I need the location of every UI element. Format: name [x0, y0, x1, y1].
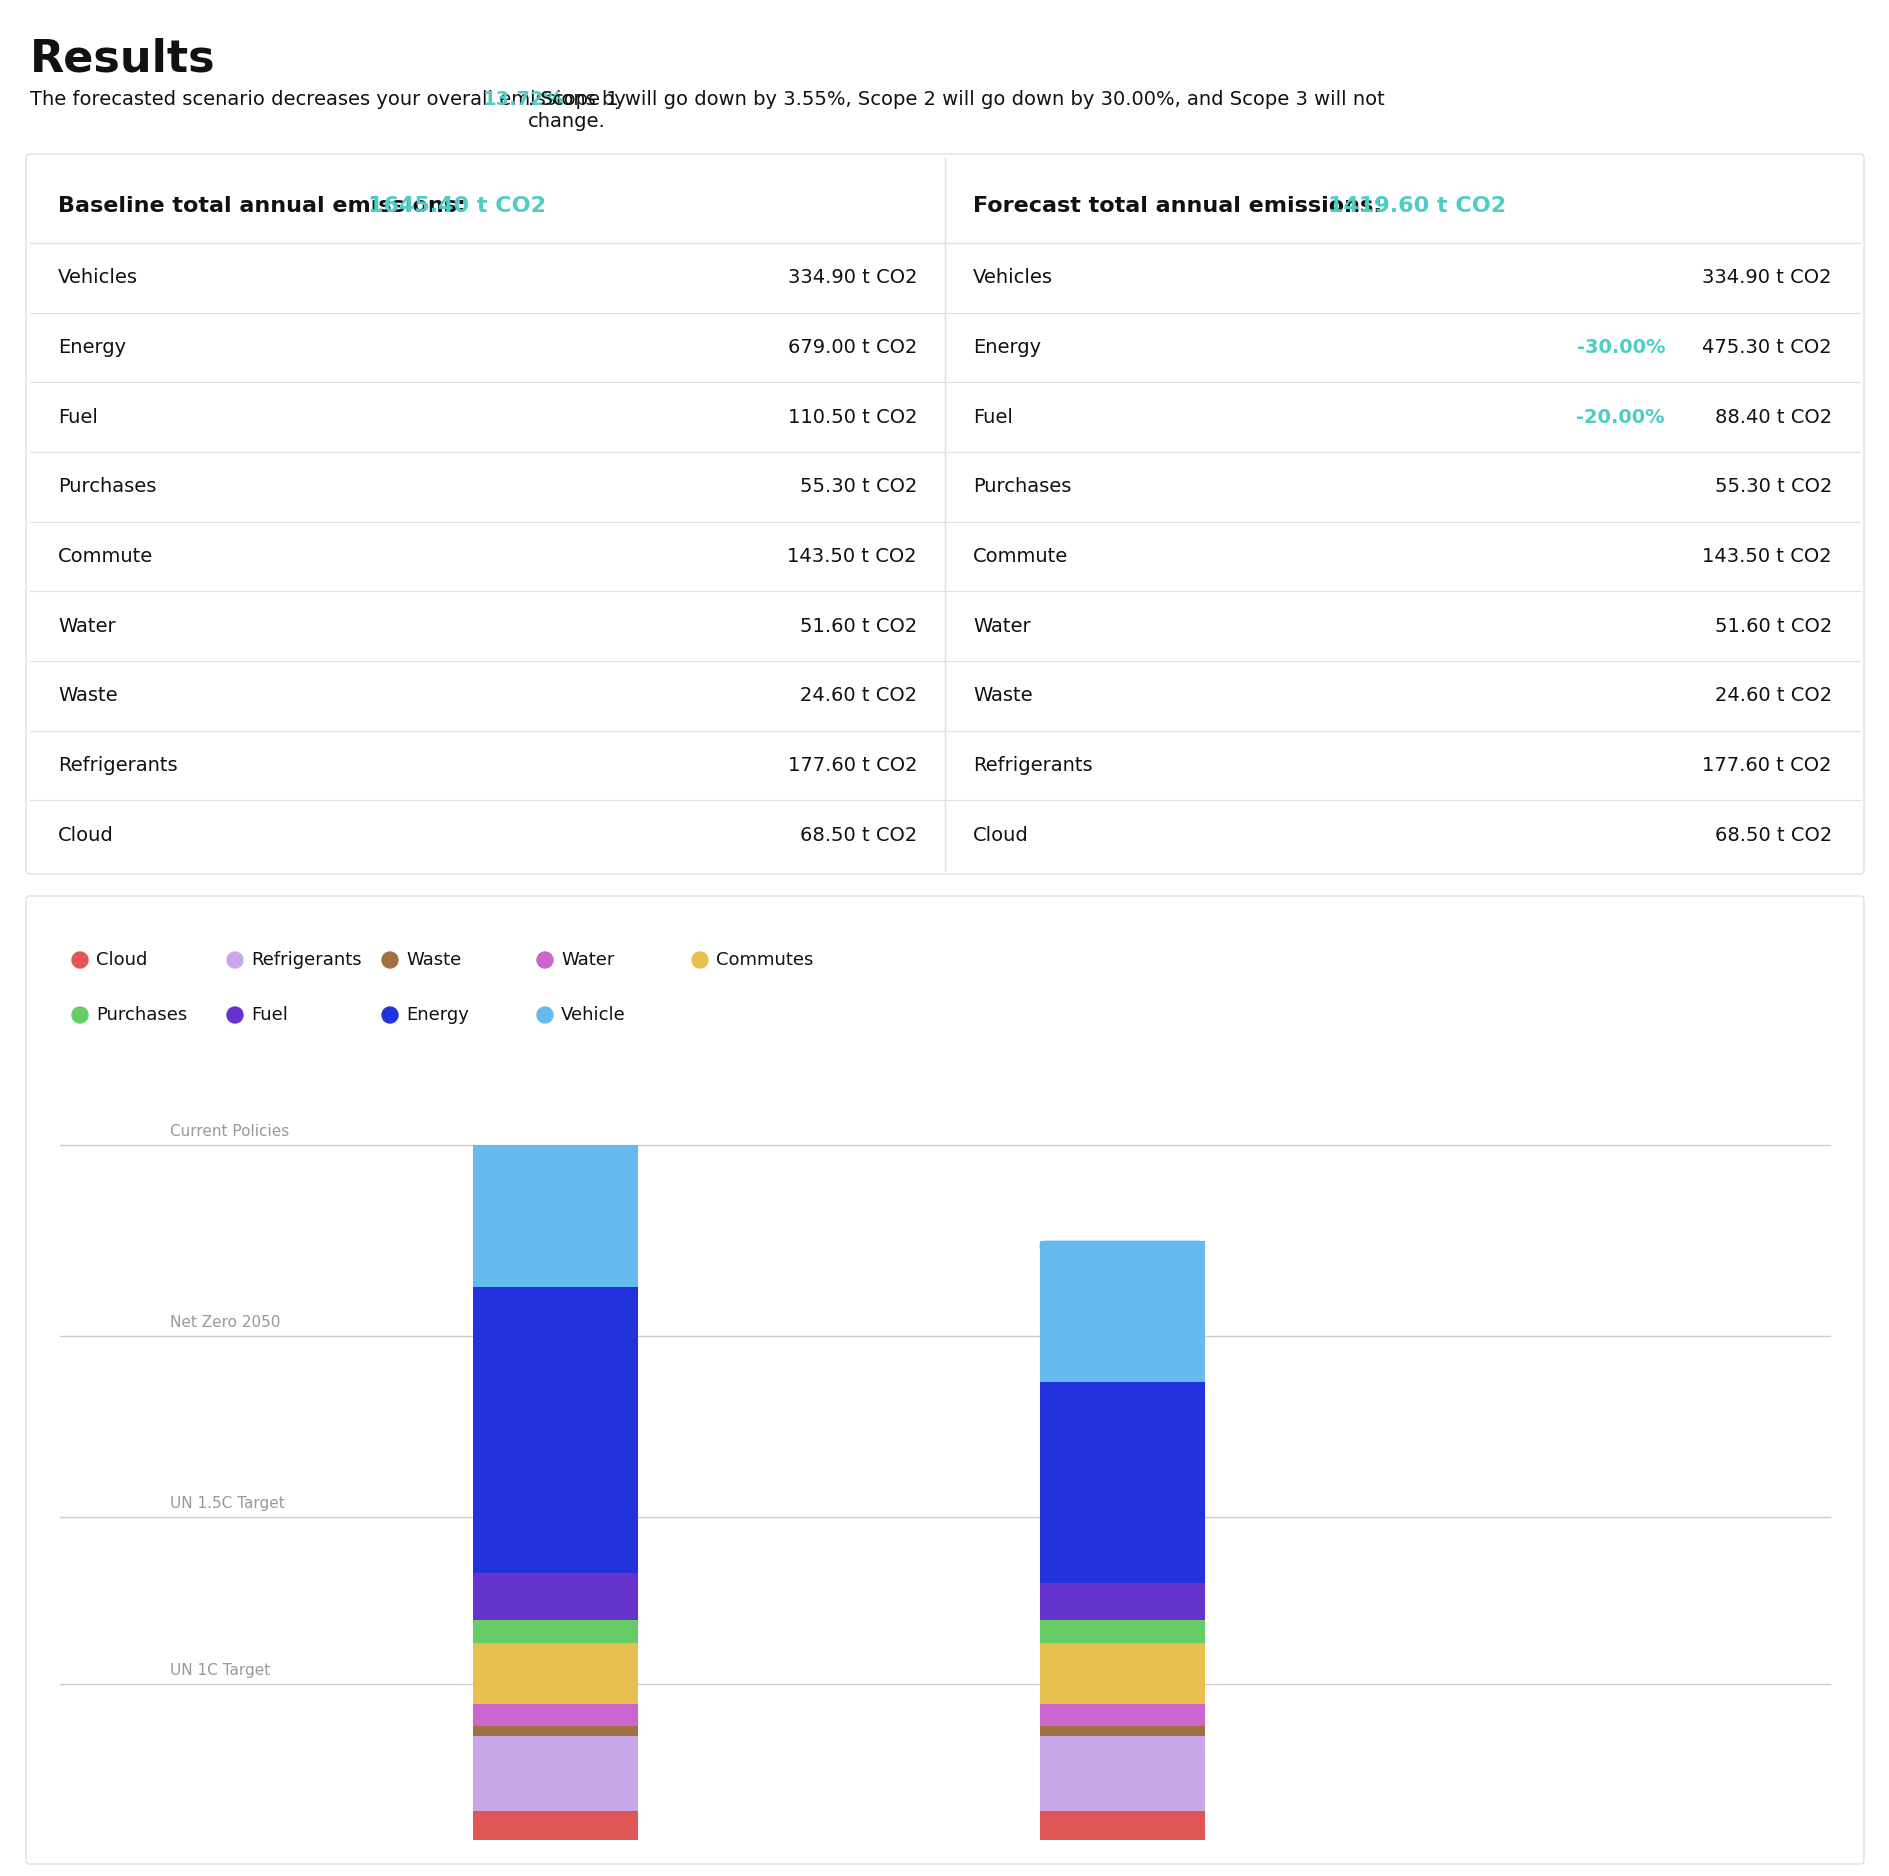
Text: Cloud: Cloud	[96, 951, 147, 970]
Bar	[1039, 1643, 1203, 1703]
Circle shape	[72, 951, 89, 968]
Circle shape	[227, 1007, 244, 1022]
Text: -30.00%: -30.00%	[1575, 338, 1664, 356]
Text: Energy: Energy	[406, 1006, 468, 1024]
Text: Water: Water	[59, 617, 115, 636]
Text: 177.60 t CO2: 177.60 t CO2	[788, 756, 916, 775]
Text: 334.90 t CO2: 334.90 t CO2	[1702, 268, 1830, 287]
Text: 51.60 t CO2: 51.60 t CO2	[799, 617, 916, 636]
Text: Vehicle: Vehicle	[561, 1006, 625, 1024]
Text: Water: Water	[561, 951, 614, 970]
Bar	[472, 1144, 638, 1287]
Text: 475.30 t CO2: 475.30 t CO2	[1702, 338, 1830, 356]
Text: 55.30 t CO2: 55.30 t CO2	[799, 477, 916, 497]
Text: Energy: Energy	[59, 338, 127, 356]
Text: Fuel: Fuel	[59, 407, 98, 426]
FancyBboxPatch shape	[26, 897, 1863, 1865]
Text: Commutes: Commutes	[716, 951, 812, 970]
Text: 177.60 t CO2: 177.60 t CO2	[1702, 756, 1830, 775]
Text: Purchases: Purchases	[96, 1006, 187, 1024]
Text: 51.60 t CO2: 51.60 t CO2	[1713, 617, 1830, 636]
FancyBboxPatch shape	[1039, 1240, 1203, 1253]
Circle shape	[536, 951, 553, 968]
Text: Water: Water	[973, 617, 1030, 636]
Text: 68.50 t CO2: 68.50 t CO2	[799, 825, 916, 844]
Text: Cloud: Cloud	[59, 825, 113, 844]
Text: Commute: Commute	[973, 548, 1067, 567]
Bar	[472, 1574, 638, 1621]
Text: Vehicles: Vehicles	[973, 268, 1052, 287]
Circle shape	[382, 1007, 399, 1022]
Text: Refrigerants: Refrigerants	[251, 951, 361, 970]
Text: UN 1C Target: UN 1C Target	[170, 1662, 270, 1677]
Bar	[1039, 1703, 1203, 1726]
Bar	[1039, 1621, 1203, 1643]
Text: 334.90 t CO2: 334.90 t CO2	[788, 268, 916, 287]
Text: Results: Results	[30, 38, 215, 81]
Bar	[472, 1621, 638, 1643]
Text: 110.50 t CO2: 110.50 t CO2	[788, 407, 916, 426]
Text: 1645.40 t CO2: 1645.40 t CO2	[368, 195, 546, 216]
Text: Cloud: Cloud	[973, 825, 1028, 844]
Bar	[1039, 1726, 1203, 1735]
Text: 143.50 t CO2: 143.50 t CO2	[788, 548, 916, 567]
Text: 143.50 t CO2: 143.50 t CO2	[1702, 548, 1830, 567]
FancyBboxPatch shape	[26, 154, 1863, 874]
Circle shape	[227, 951, 244, 968]
Text: 679.00 t CO2: 679.00 t CO2	[788, 338, 916, 356]
Text: Waste: Waste	[406, 951, 461, 970]
Bar	[472, 1287, 638, 1574]
Circle shape	[72, 1007, 89, 1022]
Text: 88.40 t CO2: 88.40 t CO2	[1713, 407, 1830, 426]
Text: 13.72%: 13.72%	[484, 90, 563, 109]
Bar	[472, 1726, 638, 1735]
Text: Current Policies: Current Policies	[170, 1124, 289, 1139]
Text: Fuel: Fuel	[251, 1006, 287, 1024]
Text: 1419.60 t CO2: 1419.60 t CO2	[1328, 195, 1506, 216]
FancyBboxPatch shape	[472, 1144, 638, 1157]
Text: Purchases: Purchases	[59, 477, 157, 497]
Text: UN 1.5C Target: UN 1.5C Target	[170, 1495, 285, 1510]
Text: . Scope 1 will go down by 3.55%, Scope 2 will go down by 30.00%, and Scope 3 wil: . Scope 1 will go down by 3.55%, Scope 2…	[529, 90, 1385, 131]
Text: Vehicles: Vehicles	[59, 268, 138, 287]
Text: The forecasted scenario decreases your overall emissions by: The forecasted scenario decreases your o…	[30, 90, 631, 109]
Bar	[1039, 1240, 1203, 1383]
Bar	[1039, 1810, 1203, 1840]
Bar	[472, 1643, 638, 1703]
Bar	[472, 1703, 638, 1726]
Text: Purchases: Purchases	[973, 477, 1071, 497]
Circle shape	[691, 951, 708, 968]
Text: 55.30 t CO2: 55.30 t CO2	[1713, 477, 1830, 497]
Text: 24.60 t CO2: 24.60 t CO2	[1713, 687, 1830, 705]
Text: Forecast total annual emissions:: Forecast total annual emissions:	[973, 195, 1388, 216]
Text: Baseline total annual emissions:: Baseline total annual emissions:	[59, 195, 474, 216]
Text: Waste: Waste	[59, 687, 117, 705]
Bar	[472, 1810, 638, 1840]
Circle shape	[536, 1007, 553, 1022]
Text: Net Zero 2050: Net Zero 2050	[170, 1315, 280, 1330]
Bar	[1039, 1383, 1203, 1583]
Text: Fuel: Fuel	[973, 407, 1013, 426]
Text: 24.60 t CO2: 24.60 t CO2	[799, 687, 916, 705]
Text: Refrigerants: Refrigerants	[59, 756, 178, 775]
Bar	[472, 1735, 638, 1810]
Text: 68.50 t CO2: 68.50 t CO2	[1713, 825, 1830, 844]
Text: -20.00%: -20.00%	[1575, 407, 1664, 426]
Circle shape	[382, 951, 399, 968]
Text: Commute: Commute	[59, 548, 153, 567]
Bar	[1039, 1583, 1203, 1621]
Text: Energy: Energy	[973, 338, 1041, 356]
Bar	[1039, 1735, 1203, 1810]
Text: Waste: Waste	[973, 687, 1031, 705]
Text: Refrigerants: Refrigerants	[973, 756, 1092, 775]
